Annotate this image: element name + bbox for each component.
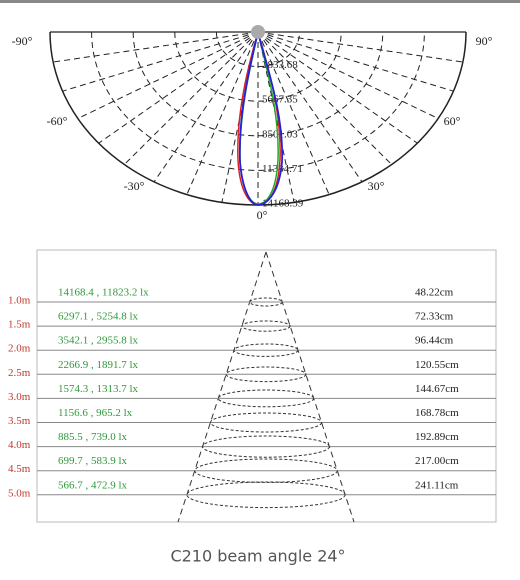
angle-label: 60° bbox=[444, 114, 461, 128]
angle-line bbox=[257, 31, 439, 119]
beam-ellipse bbox=[233, 343, 299, 357]
angle-line bbox=[53, 31, 259, 63]
distance: 2.5m bbox=[8, 367, 31, 379]
angle-line bbox=[257, 31, 454, 92]
angle-line bbox=[77, 31, 259, 119]
cone-edge bbox=[265, 251, 355, 523]
distance: 3.5m bbox=[8, 415, 31, 427]
intensity-curve-red bbox=[237, 29, 281, 206]
angle-line bbox=[62, 31, 259, 92]
intensity-curve-blue bbox=[238, 31, 283, 206]
angle-line bbox=[98, 31, 259, 144]
beam-ellipse bbox=[225, 366, 307, 383]
caption: C210 beam angle 24° bbox=[170, 547, 345, 566]
angle-label: -90° bbox=[12, 34, 33, 48]
cone-edge bbox=[177, 251, 267, 523]
beam-diameter: 120.55cm bbox=[415, 359, 459, 371]
illuminance: 2266.9 , 1891.7 lx bbox=[58, 359, 139, 371]
illuminance: 699.7 , 583.9 lx bbox=[58, 455, 128, 467]
intensity-label: 11334.71 bbox=[262, 163, 303, 175]
distance: 4.5m bbox=[8, 463, 31, 475]
beam-diameter: 96.44cm bbox=[415, 335, 454, 347]
beam-diameter: 72.33cm bbox=[415, 311, 454, 323]
distance: 3.0m bbox=[8, 391, 31, 403]
polar-diagram: -90° 90°-60° 60°-30° 30°0°2833.685667.35850… bbox=[12, 31, 493, 222]
illuminance: 1156.6 , 965.2 lx bbox=[58, 407, 133, 419]
intensity-label: 14168.39 bbox=[262, 198, 304, 210]
angle-line bbox=[257, 31, 295, 203]
intensity-label: 5667.35 bbox=[262, 94, 298, 106]
intensity-label: 2833.68 bbox=[262, 59, 298, 71]
beam-table: 1.0m 14168.4 , 11823.2 lx 48.22cm 1.5m 6297.… bbox=[8, 251, 496, 523]
beam-diameter: 144.67cm bbox=[415, 383, 459, 395]
angle-line bbox=[257, 31, 363, 183]
distance: 1.0m bbox=[8, 295, 31, 307]
top-bar bbox=[0, 0, 520, 3]
intensity-ring bbox=[132, 31, 384, 137]
angle-line bbox=[153, 31, 259, 183]
beam-ellipse bbox=[217, 389, 315, 408]
angle-line bbox=[123, 31, 259, 165]
beam-ellipse bbox=[241, 320, 291, 332]
beam-ellipse bbox=[194, 458, 338, 483]
angle-label: -60° bbox=[47, 114, 68, 128]
intensity-ring bbox=[215, 31, 301, 68]
intensity-ring bbox=[91, 31, 425, 171]
distance: 4.0m bbox=[8, 439, 31, 451]
distance: 5.0m bbox=[8, 487, 31, 499]
angle-label: 90° bbox=[476, 34, 493, 48]
angle-line bbox=[257, 31, 418, 144]
light-source bbox=[251, 25, 265, 39]
intensity-ring bbox=[174, 31, 342, 102]
beam-ellipse bbox=[202, 435, 330, 458]
table-frame bbox=[36, 249, 497, 523]
beam-diameter: 48.22cm bbox=[415, 287, 454, 299]
beam-diameter: 192.89cm bbox=[415, 431, 459, 443]
illuminance: 14168.4 , 11823.2 lx bbox=[58, 287, 149, 299]
distance: 1.5m bbox=[8, 319, 31, 331]
angle-label: 0° bbox=[257, 208, 268, 222]
angle-line bbox=[257, 31, 393, 165]
angle-label: 30° bbox=[368, 179, 385, 193]
illuminance: 3542.1 , 2955.8 lx bbox=[58, 335, 139, 347]
beam-ellipse bbox=[209, 412, 323, 433]
beam-diameter: 217.00cm bbox=[415, 455, 459, 467]
beam-ellipse bbox=[249, 297, 283, 307]
angle-line bbox=[221, 31, 259, 203]
illuminance: 566.7 , 472.9 lx bbox=[58, 479, 128, 491]
illuminance: 6297.1 , 5254.8 lx bbox=[58, 311, 139, 323]
distance: 2.0m bbox=[8, 343, 31, 355]
intensity-curve-green bbox=[239, 31, 279, 205]
beam-diameter: 241.11cm bbox=[415, 479, 459, 491]
angle-label: -30° bbox=[124, 179, 145, 193]
illuminance: 1574.3 , 1313.7 lx bbox=[58, 383, 139, 395]
illuminance: 885.5 , 739.0 lx bbox=[58, 431, 128, 443]
beam-ellipse bbox=[186, 481, 346, 509]
angle-line bbox=[257, 31, 463, 63]
beam-diameter: 168.78cm bbox=[415, 407, 459, 419]
